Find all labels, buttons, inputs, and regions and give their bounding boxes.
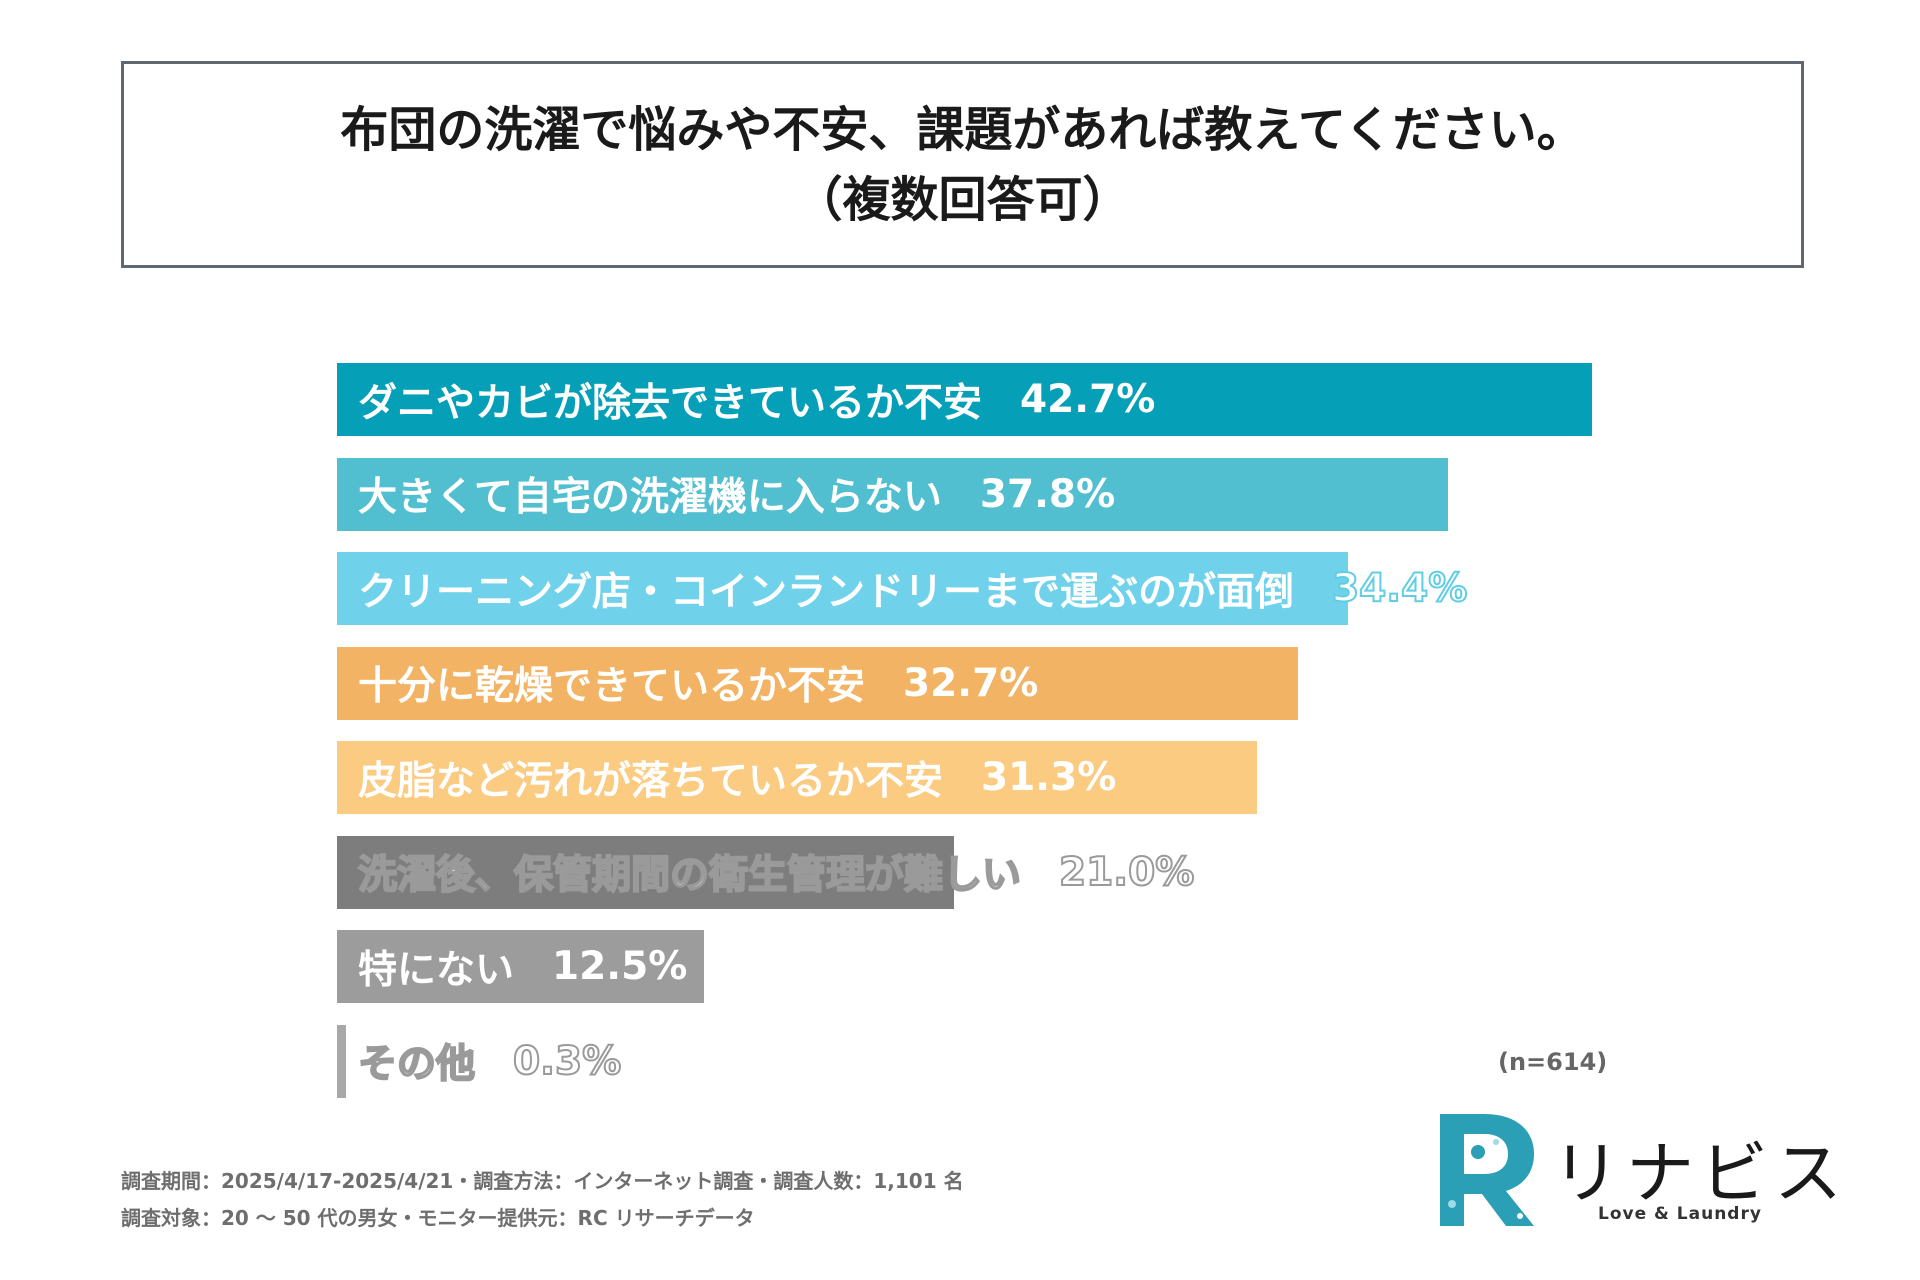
chart-subtitle: （複数回答可） xyxy=(794,171,1131,228)
value-label: 32.7% xyxy=(903,660,1039,706)
value-label: 12.5% xyxy=(552,944,688,989)
value-label: 37.8% xyxy=(979,471,1116,517)
category-label: 大きくて自宅の洗濯機に入らない xyxy=(358,475,942,520)
bar-label: クリーニング店・コインランドリーまで運ぶのが面倒 34.4% xyxy=(358,552,1468,625)
logo-name: リナビス xyxy=(1552,1135,1849,1214)
footer-survey-period: 調査期間：2025/4/17-2025/4/21・調査方法：インターネット調査・… xyxy=(121,1169,964,1193)
bar-label: 大きくて自宅の洗濯機に入らない 37.8% xyxy=(358,458,1115,531)
category-label: 特にない xyxy=(358,947,515,993)
bar xyxy=(337,1024,346,1098)
bar-label: 皮脂など汚れが落ちているか不安 31.3% xyxy=(358,741,1116,814)
category-label: 十分に乾燥できているか不安 xyxy=(358,664,866,709)
bar-label: 洗濯後、保管期間の衛生管理が難しい 21.0% xyxy=(357,836,1195,909)
category-label: 皮脂など汚れが落ちているか不安 xyxy=(358,758,944,804)
bar xyxy=(337,363,1592,436)
logo-tagline: Love & Laundry xyxy=(1598,1204,1762,1224)
sample-size-label: (n=614) xyxy=(1498,1048,1608,1076)
category-label: クリーニング店・コインランドリーまで運ぶのが面倒 xyxy=(358,569,1295,615)
value-label: 34.4% xyxy=(1331,565,1468,612)
bar xyxy=(337,552,1349,625)
value-label: 0.3% xyxy=(512,1038,622,1085)
bar xyxy=(337,457,1448,531)
bar xyxy=(337,835,955,909)
category-label: 洗濯後、保管期間の衛生管理が難しい xyxy=(357,852,1022,899)
category-label: その他 xyxy=(357,1041,476,1088)
bar xyxy=(337,741,1257,814)
r-laundry-logo-icon xyxy=(1440,1114,1534,1226)
bar xyxy=(337,646,1299,720)
chart-title: 布団の洗濯で悩みや不安、課題があれば教えてください。 xyxy=(340,101,1585,158)
value-label: 21.0% xyxy=(1058,849,1195,896)
category-label: ダニやカビが除去できているか不安 xyxy=(358,380,983,426)
bar-label: その他 0.3% xyxy=(357,1025,622,1098)
footer-survey-target: 調査対象：20 ～ 50 代の男女・モニター提供元：RC リサーチデータ xyxy=(121,1206,755,1230)
bar xyxy=(337,930,705,1003)
value-label: 31.3% xyxy=(981,755,1117,800)
bar-label: 十分に乾燥できているか不安 32.7% xyxy=(358,647,1038,720)
value-label: 42.7% xyxy=(1020,377,1156,422)
title-box: 布団の洗濯で悩みや不安、課題があれば教えてください。 （複数回答可） xyxy=(121,61,1804,268)
bar-label: ダニやカビが除去できているか不安 42.7% xyxy=(358,363,1155,436)
bar-label: 特にない 12.5% xyxy=(358,930,687,1003)
